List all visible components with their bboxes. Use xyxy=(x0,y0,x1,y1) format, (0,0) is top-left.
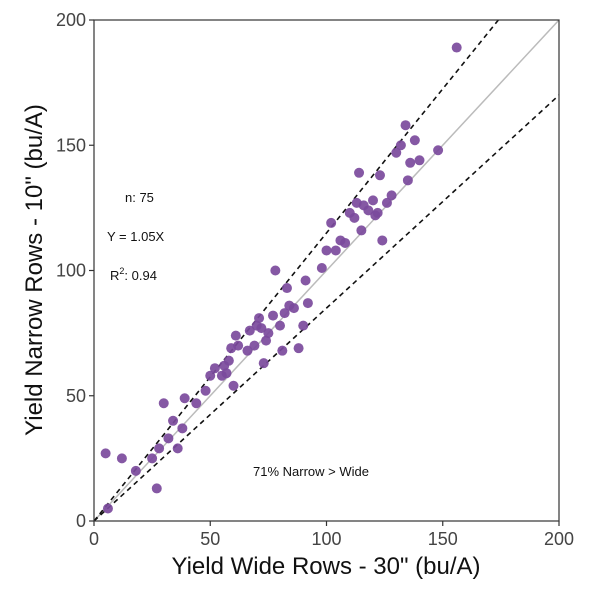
data-point xyxy=(300,275,311,286)
identity-line xyxy=(94,20,559,521)
data-point xyxy=(205,370,216,381)
data-point xyxy=(363,205,374,216)
r2-base: R xyxy=(110,268,119,283)
data-point xyxy=(147,453,158,464)
data-point xyxy=(116,453,127,464)
data-point xyxy=(377,235,388,246)
data-point xyxy=(340,237,351,248)
data-point xyxy=(168,415,179,426)
data-point xyxy=(209,363,220,374)
data-point xyxy=(256,323,267,334)
data-point xyxy=(302,298,313,309)
data-point xyxy=(451,42,462,53)
data-point xyxy=(330,245,341,256)
annotation-equation: Y = 1.05X xyxy=(107,229,165,244)
data-point xyxy=(391,147,402,158)
data-point xyxy=(275,320,285,331)
y-tick-label: 150 xyxy=(56,135,86,155)
data-point xyxy=(321,245,332,256)
data-point xyxy=(263,328,274,339)
data-point xyxy=(158,398,169,409)
data-point xyxy=(400,120,411,131)
data-point xyxy=(268,310,279,321)
data-point xyxy=(254,313,265,324)
data-point xyxy=(228,380,239,391)
data-point xyxy=(233,340,244,351)
annotation-percent: 71% Narrow > Wide xyxy=(253,464,369,479)
x-axis-title: Yield Wide Rows - 30" (bu/A) xyxy=(171,553,480,580)
data-point xyxy=(316,262,327,273)
data-point xyxy=(354,167,365,178)
data-points xyxy=(100,42,462,514)
lower-dashed-line xyxy=(94,94,559,521)
data-point xyxy=(200,385,211,396)
data-point xyxy=(102,503,113,514)
data-point xyxy=(381,197,392,208)
data-point xyxy=(270,265,281,276)
data-point xyxy=(221,368,232,379)
data-point xyxy=(433,145,444,156)
y-tick-label: 50 xyxy=(66,386,86,406)
data-point xyxy=(395,140,406,151)
y-axis-title: Yield Narrow Rows - 10" (bu/A) xyxy=(21,104,48,436)
data-point xyxy=(356,225,367,236)
data-point xyxy=(177,423,188,434)
y-tick-label: 200 xyxy=(56,10,86,30)
data-point xyxy=(261,335,272,346)
reference-lines xyxy=(94,20,559,521)
data-point xyxy=(372,207,383,218)
r2-value: : 0.94 xyxy=(124,268,157,283)
data-point xyxy=(242,345,253,356)
x-tick-label: 50 xyxy=(200,529,220,549)
data-point xyxy=(154,443,165,454)
data-point xyxy=(349,212,360,223)
data-point xyxy=(191,398,202,409)
x-tick-label: 0 xyxy=(89,529,99,549)
y-tick-label: 100 xyxy=(56,261,86,281)
data-point xyxy=(163,433,174,444)
data-point xyxy=(230,330,241,341)
data-point xyxy=(279,308,290,319)
annotation-r2: R2: 0.94 xyxy=(110,266,157,283)
data-point xyxy=(405,157,416,168)
x-axis-ticks: 0 50 100 150 200 xyxy=(89,521,574,549)
annotation-n: n: 75 xyxy=(125,190,154,205)
x-tick-label: 200 xyxy=(544,529,574,549)
data-point xyxy=(293,343,304,354)
data-point xyxy=(281,283,292,294)
data-point xyxy=(151,483,162,494)
data-point xyxy=(130,465,141,476)
upper-dashed-line xyxy=(94,20,500,521)
data-point xyxy=(298,320,309,331)
data-point xyxy=(368,195,378,206)
data-point xyxy=(179,393,190,404)
data-point xyxy=(288,303,299,314)
data-point xyxy=(414,155,425,166)
data-point xyxy=(249,340,260,351)
x-tick-label: 100 xyxy=(311,529,341,549)
data-point xyxy=(277,345,288,356)
data-point xyxy=(100,448,111,459)
data-point xyxy=(402,175,413,186)
data-point xyxy=(386,190,397,201)
r2-superscript: 2 xyxy=(119,266,124,276)
y-axis-ticks: 0 50 100 150 200 xyxy=(56,10,94,531)
data-point xyxy=(374,170,385,181)
data-point xyxy=(244,325,255,336)
data-point xyxy=(172,443,183,454)
data-point xyxy=(409,135,420,146)
x-tick-label: 150 xyxy=(428,529,458,549)
data-point xyxy=(326,217,337,228)
y-tick-label: 0 xyxy=(76,511,86,531)
data-point xyxy=(223,355,234,366)
data-point xyxy=(258,358,269,369)
